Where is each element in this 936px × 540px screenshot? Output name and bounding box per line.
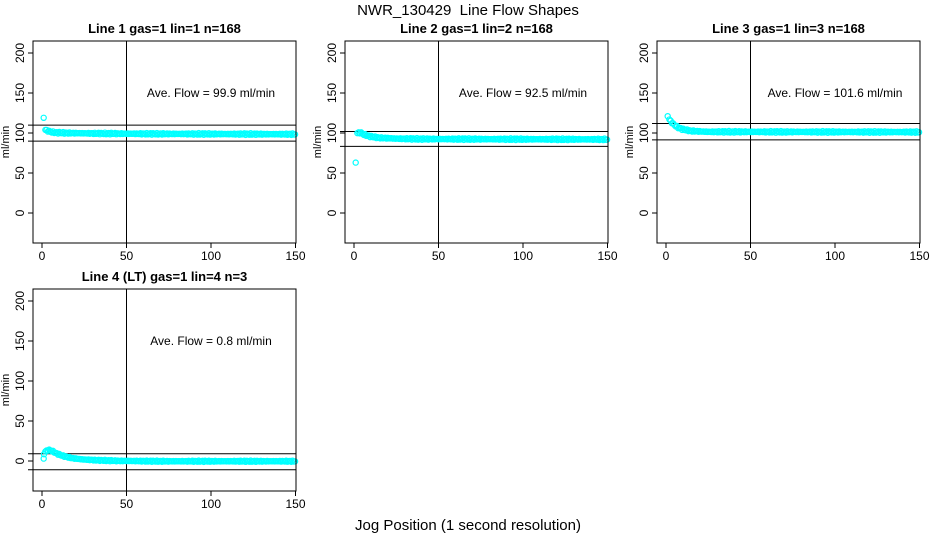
data-point — [288, 458, 295, 465]
data-point — [600, 136, 607, 144]
panel-title: Line 4 (LT) gas=1 lin=4 n=3 — [82, 269, 248, 284]
y-tick-label: 100 — [13, 123, 27, 143]
y-tick-label: 150 — [325, 83, 339, 103]
y-tick-label: 100 — [325, 123, 339, 143]
plot-box — [32, 40, 297, 244]
y-tick-label: 0 — [325, 209, 339, 216]
panel-title: Line 3 gas=1 lin=3 n=168 — [712, 21, 865, 36]
x-tick-label: 0 — [351, 249, 358, 263]
data-point — [664, 112, 671, 120]
plot-box — [344, 40, 609, 244]
data-point — [291, 458, 299, 465]
panel-line-4: Line 4 (LT) gas=1 lin=4 n=3 0 50 100 150 0 50 1… — [0, 269, 306, 511]
x-tick-label: 0 — [39, 497, 46, 511]
panel-line-3: Line 3 gas=1 lin=3 n=168 0 50 100 150 0 50 100 1… — [624, 21, 930, 263]
x-tick-label: 50 — [744, 249, 758, 263]
x-tick-label: 50 — [120, 497, 134, 511]
x-tick-label: 50 — [432, 249, 446, 263]
x-tick-label: 0 — [39, 249, 46, 263]
y-tick-label: 50 — [325, 166, 339, 180]
data-point — [40, 455, 47, 462]
y-tick-label: 150 — [637, 83, 651, 103]
y-tick-label: 0 — [13, 457, 27, 464]
ave-flow-annotation: Ave. Flow = 92.5 ml/min — [459, 86, 587, 100]
ave-flow-annotation: Ave. Flow = 101.6 ml/min — [768, 86, 903, 100]
ave-flow-annotation: Ave. Flow = 99.9 ml/min — [147, 86, 275, 100]
panels-row-bottom: Line 4 (LT) gas=1 lin=4 n=3 0 50 100 150 0 50 1… — [0, 268, 936, 516]
data-points — [352, 129, 611, 166]
data-points — [40, 114, 299, 139]
figure-xlabel: Jog Position (1 second resolution) — [355, 517, 581, 534]
y-tick-label: 100 — [637, 123, 651, 143]
panel-line-1: Line 1 gas=1 lin=1 n=168 0 50 100 150 0 50 100 1… — [0, 21, 306, 263]
x-tick-label: 150 — [285, 497, 305, 511]
data-point — [603, 136, 611, 143]
y-tick-label: 150 — [13, 83, 27, 103]
y-tick-label: 200 — [13, 291, 27, 311]
data-points — [664, 112, 923, 136]
panel-line-2: Line 2 gas=1 lin=2 n=168 0 50 100 150 0 50 100 1… — [312, 21, 618, 263]
panels-row-top: Line 1 gas=1 lin=1 n=168 0 50 100 150 0 50 100 1… — [0, 20, 936, 268]
data-point — [291, 131, 299, 138]
data-points — [40, 446, 299, 466]
y-tick-label: 0 — [13, 209, 27, 216]
y-axis-label: ml/min — [624, 126, 636, 158]
y-tick-label: 200 — [325, 43, 339, 63]
figure-title: NWR_130429 Line Flow Shapes — [357, 2, 579, 19]
x-tick-label: 0 — [663, 249, 670, 263]
y-tick-label: 50 — [637, 166, 651, 180]
x-tick-label: 50 — [120, 249, 134, 263]
x-tick-label: 150 — [597, 249, 617, 263]
y-tick-label: 150 — [13, 331, 27, 351]
x-tick-label: 150 — [909, 249, 929, 263]
data-point — [352, 159, 359, 166]
y-tick-label: 50 — [13, 414, 27, 428]
data-point — [288, 131, 295, 139]
data-point — [915, 129, 923, 136]
x-tick-label: 150 — [285, 249, 305, 263]
ave-flow-annotation: Ave. Flow = 0.8 ml/min — [150, 334, 272, 348]
y-tick-label: 200 — [13, 43, 27, 63]
data-point — [40, 114, 47, 122]
y-tick-label: 50 — [13, 166, 27, 180]
x-tick-label: 100 — [825, 249, 845, 263]
x-tick-label: 100 — [513, 249, 533, 263]
y-tick-label: 200 — [637, 43, 651, 63]
panel-title: Line 2 gas=1 lin=2 n=168 — [400, 21, 553, 36]
data-point — [355, 129, 362, 136]
panel-title: Line 1 gas=1 lin=1 n=168 — [88, 21, 241, 36]
data-point — [912, 129, 919, 136]
y-axis-label: ml/min — [0, 374, 12, 406]
plot-box — [656, 40, 921, 244]
y-tick-label: 0 — [637, 209, 651, 216]
x-tick-label: 100 — [201, 497, 221, 511]
y-axis-label: ml/min — [312, 126, 324, 158]
y-axis-label: ml/min — [0, 126, 12, 158]
plot-box — [32, 288, 297, 492]
y-tick-label: 100 — [13, 371, 27, 391]
x-tick-label: 100 — [201, 249, 221, 263]
